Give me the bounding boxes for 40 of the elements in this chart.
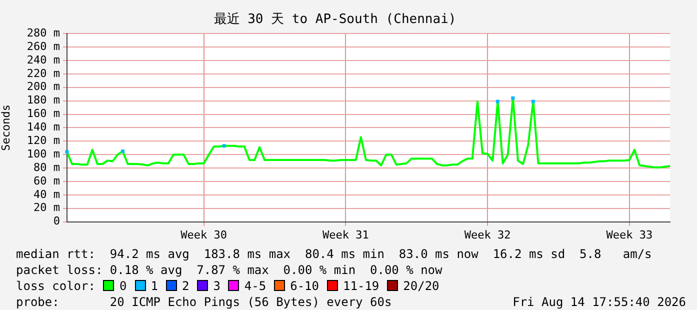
y-tick-label: 20 m bbox=[34, 201, 60, 214]
text: median rtt: 94.2 ms avg 183.8 ms max 80.4 ms min 83.0 ms now 16.2 ms sd 5.8 am/s bbox=[16, 246, 653, 262]
y-tick-label: 280 m bbox=[26, 26, 60, 40]
y-axis-title: Seconds bbox=[0, 104, 12, 151]
x-tick-label: Week 33 bbox=[606, 228, 653, 242]
text: probe: 20 ICMP Echo Pings (56 Bytes) every 60s bbox=[16, 295, 392, 309]
legend-label: 4-5 bbox=[244, 279, 266, 293]
legend-label: 2 bbox=[182, 279, 190, 293]
y-tick-label: 0 bbox=[53, 214, 60, 228]
text: Fri Aug 14 17:55:40 2026 bbox=[512, 294, 686, 310]
y-tick-label: 180 m bbox=[26, 94, 60, 107]
y-tick-label: 140 m bbox=[26, 120, 60, 134]
legend-label: 0 bbox=[119, 279, 127, 293]
point bbox=[511, 96, 515, 100]
y-tick-label: 220 m bbox=[26, 66, 60, 80]
point bbox=[120, 149, 125, 153]
y-tick-label: 160 m bbox=[26, 107, 60, 120]
y-tick-label: 100 m bbox=[26, 147, 60, 160]
legend-label: 11-19 bbox=[343, 279, 380, 293]
y-tick-label: 60 m bbox=[34, 174, 60, 188]
legend-label: 3 bbox=[213, 279, 220, 293]
point bbox=[531, 100, 535, 104]
point bbox=[496, 100, 500, 104]
y-tick-label: 240 m bbox=[26, 53, 60, 66]
legend-label: 6-10 bbox=[290, 279, 320, 293]
y-tick-label: 260 m bbox=[26, 40, 60, 53]
legend-label: 20/20 bbox=[403, 279, 440, 293]
y-tick-label: 120 m bbox=[26, 134, 60, 147]
point bbox=[65, 150, 69, 154]
x-tick-label: Week 32 bbox=[464, 228, 511, 242]
text: packet loss: 0.18 % avg 7.87 % max 0.00 % min 0.00 % now bbox=[16, 262, 444, 278]
x-tick-label: Week 31 bbox=[322, 228, 369, 242]
legend-title: loss color: bbox=[16, 279, 96, 293]
y-tick-label: 200 m bbox=[26, 80, 60, 94]
point bbox=[222, 144, 226, 148]
y-tick-label: 80 m bbox=[34, 160, 60, 174]
y-tick-label: 40 m bbox=[34, 188, 60, 201]
x-tick-label: Week 30 bbox=[180, 228, 227, 242]
chart-title: 最近 30 天 to AP-South (Chennai) bbox=[214, 12, 456, 28]
legend-label: 1 bbox=[150, 279, 158, 293]
